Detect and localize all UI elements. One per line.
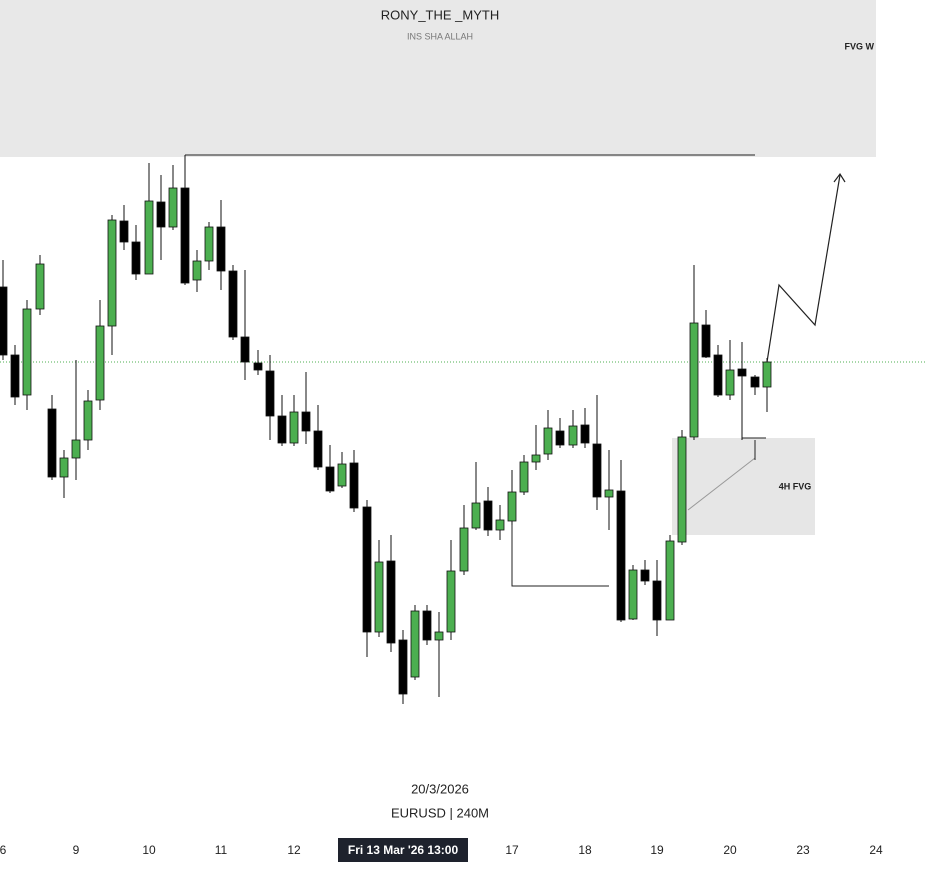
candle-body <box>580 424 590 444</box>
candle-body <box>216 226 226 272</box>
candle-body <box>71 439 81 459</box>
candle-body <box>349 462 359 509</box>
date: 20/3/2026 <box>411 781 469 796</box>
candle-body <box>713 354 723 396</box>
candle-body <box>495 519 505 531</box>
fvg-label: 4H FVG <box>779 481 812 491</box>
candle-body <box>555 430 565 446</box>
time-label: 19 <box>650 843 664 857</box>
candles <box>0 155 772 704</box>
candle-body <box>640 569 650 582</box>
candle-body <box>616 490 626 621</box>
fvg-box <box>672 438 815 535</box>
candle-body <box>422 610 432 641</box>
candle-body <box>95 325 105 401</box>
candle-body <box>59 457 69 478</box>
candle-body <box>459 527 469 572</box>
time-label: 12 <box>287 843 301 857</box>
candle-body <box>22 308 32 396</box>
time-label: 24 <box>869 843 883 857</box>
candle-body <box>83 400 93 441</box>
candle-body <box>180 187 190 284</box>
candle-body <box>0 286 8 356</box>
candle-body <box>568 425 578 446</box>
candle-body <box>701 324 711 358</box>
time-label: 6 <box>0 843 7 857</box>
candle-body <box>144 200 154 275</box>
projection-arrow <box>766 174 841 363</box>
candle-body <box>156 201 166 228</box>
candle-body <box>277 415 287 444</box>
candle-body <box>592 443 602 498</box>
candle-body <box>762 361 772 388</box>
candle-body <box>265 370 275 417</box>
candle-body <box>665 540 675 621</box>
title: RONY_THE _MYTH <box>381 7 499 22</box>
candle-body <box>240 336 250 363</box>
candle-body <box>204 226 214 262</box>
candle-body <box>313 430 323 468</box>
candle-body <box>131 241 141 275</box>
candle-body <box>531 454 541 463</box>
candle-body <box>168 187 178 228</box>
candle-body <box>628 569 638 620</box>
arrow-head <box>833 172 846 183</box>
time-label: 20 <box>723 843 737 857</box>
time-label: 10 <box>142 843 156 857</box>
candle-body <box>750 376 760 388</box>
candle-body <box>507 491 517 522</box>
candle-body <box>374 561 384 633</box>
subtitle: INS SHA ALLAH <box>407 31 473 41</box>
candle-body <box>192 260 202 281</box>
candle-body <box>386 560 396 644</box>
candle-body <box>519 461 529 493</box>
time-label: 23 <box>796 843 810 857</box>
candle-body <box>119 220 129 243</box>
candle-body <box>483 500 493 531</box>
candle-body <box>543 427 553 455</box>
time-label: 17 <box>505 843 519 857</box>
candle-body <box>725 369 735 396</box>
candle-body <box>689 322 699 438</box>
candle-body <box>434 631 444 641</box>
candle-body <box>301 411 311 432</box>
candle-body <box>677 436 687 543</box>
candle-body <box>289 411 299 444</box>
candle-body <box>337 463 347 487</box>
time-label: 18 <box>578 843 592 857</box>
candle-body <box>325 466 335 492</box>
candle-body <box>398 639 408 695</box>
candle-body <box>35 263 45 310</box>
candle-body <box>253 362 263 371</box>
candle-body <box>652 580 662 621</box>
candle-body <box>604 489 614 498</box>
pointer-line <box>687 457 756 511</box>
time-label: 9 <box>73 843 80 857</box>
candle-body <box>228 270 238 338</box>
candle-body <box>446 570 456 633</box>
candle-body <box>410 610 420 678</box>
candle-body <box>362 506 372 633</box>
candle-body <box>107 219 117 327</box>
cursor-label-bg <box>338 838 468 862</box>
fvg-w-label: FVG W <box>845 41 875 51</box>
candle-body <box>471 502 481 529</box>
candle-body <box>10 354 20 398</box>
bracket <box>511 520 609 587</box>
candle-body <box>47 408 57 478</box>
symbol: EURUSD | 240M <box>391 805 489 820</box>
cursor-label: Fri 13 Mar '26 13:00 <box>348 843 459 857</box>
time-label: 11 <box>215 843 228 857</box>
candle-body <box>737 368 747 377</box>
top-zone <box>0 0 876 157</box>
